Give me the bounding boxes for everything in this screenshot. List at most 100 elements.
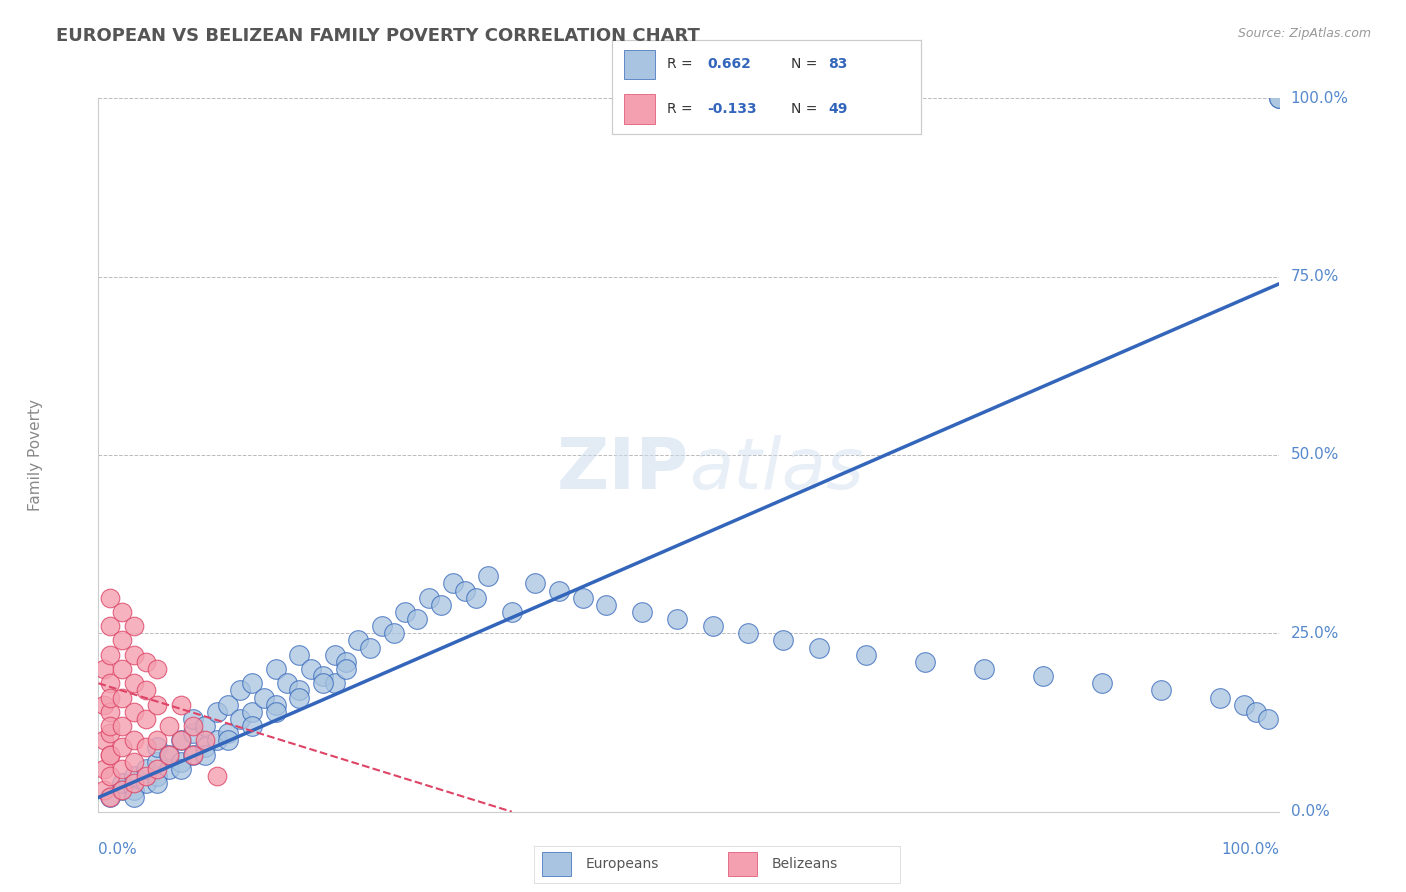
Point: [194, 740, 217, 755]
Point: [276, 676, 298, 690]
Point: [1233, 698, 1256, 712]
Point: [630, 605, 652, 619]
Point: [371, 619, 394, 633]
Point: [122, 676, 145, 690]
Point: [135, 769, 157, 783]
Point: [146, 698, 169, 712]
Point: [217, 698, 239, 712]
Point: [135, 776, 157, 790]
Text: 100.0%: 100.0%: [1291, 91, 1348, 105]
Point: [1209, 690, 1232, 705]
Text: 49: 49: [828, 103, 848, 117]
Point: [135, 655, 157, 669]
Point: [146, 769, 169, 783]
Point: [93, 698, 115, 712]
Point: [1244, 705, 1267, 719]
Point: [217, 733, 239, 747]
Point: [194, 747, 217, 762]
Point: [264, 698, 287, 712]
Point: [146, 662, 169, 676]
Point: [181, 719, 204, 733]
Text: 0.0%: 0.0%: [1291, 805, 1329, 819]
Point: [312, 676, 335, 690]
Point: [98, 719, 121, 733]
Point: [98, 705, 121, 719]
Point: [194, 733, 217, 747]
Point: [548, 583, 571, 598]
Text: Europeans: Europeans: [585, 857, 659, 871]
Point: [98, 769, 121, 783]
Point: [394, 605, 416, 619]
FancyBboxPatch shape: [728, 853, 758, 876]
Point: [772, 633, 794, 648]
Point: [335, 655, 357, 669]
Point: [122, 705, 145, 719]
Text: 83: 83: [828, 57, 848, 71]
Point: [122, 733, 145, 747]
Point: [666, 612, 689, 626]
Text: 75.0%: 75.0%: [1291, 269, 1339, 284]
Point: [264, 662, 287, 676]
Point: [122, 648, 145, 662]
Point: [98, 747, 121, 762]
Point: [93, 733, 115, 747]
Point: [323, 676, 346, 690]
Point: [335, 662, 357, 676]
Point: [441, 576, 464, 591]
Text: N =: N =: [792, 57, 821, 71]
Point: [98, 591, 121, 605]
Point: [181, 747, 204, 762]
Point: [98, 690, 121, 705]
Point: [111, 605, 134, 619]
Point: [146, 762, 169, 776]
Point: [855, 648, 877, 662]
Point: [1257, 712, 1279, 726]
Point: [217, 726, 239, 740]
Point: [135, 762, 157, 776]
Point: [146, 776, 169, 790]
Point: [157, 747, 180, 762]
Point: [595, 598, 617, 612]
Point: [240, 676, 263, 690]
Point: [229, 683, 252, 698]
Point: [93, 783, 115, 797]
Point: [111, 719, 134, 733]
Text: Source: ZipAtlas.com: Source: ZipAtlas.com: [1237, 27, 1371, 40]
Point: [288, 648, 311, 662]
Point: [170, 698, 193, 712]
Point: [135, 740, 157, 755]
Point: [111, 690, 134, 705]
Point: [205, 769, 228, 783]
Point: [205, 733, 228, 747]
Point: [1091, 676, 1114, 690]
Point: [98, 790, 121, 805]
Point: [122, 619, 145, 633]
Point: [807, 640, 830, 655]
Point: [571, 591, 593, 605]
Point: [122, 783, 145, 797]
Text: 100.0%: 100.0%: [1222, 842, 1279, 857]
Point: [146, 740, 169, 755]
Point: [465, 591, 488, 605]
Text: EUROPEAN VS BELIZEAN FAMILY POVERTY CORRELATION CHART: EUROPEAN VS BELIZEAN FAMILY POVERTY CORR…: [56, 27, 700, 45]
Point: [93, 662, 115, 676]
Point: [737, 626, 759, 640]
Point: [170, 733, 193, 747]
Text: 0.662: 0.662: [707, 57, 751, 71]
Point: [181, 712, 204, 726]
Point: [1268, 91, 1291, 105]
FancyBboxPatch shape: [624, 95, 655, 125]
Point: [122, 790, 145, 805]
Point: [1150, 683, 1173, 698]
FancyBboxPatch shape: [541, 853, 571, 876]
Point: [157, 762, 180, 776]
Point: [157, 719, 180, 733]
Point: [359, 640, 381, 655]
Point: [1032, 669, 1054, 683]
Point: [98, 648, 121, 662]
Point: [264, 705, 287, 719]
Point: [702, 619, 724, 633]
Point: [170, 733, 193, 747]
Point: [299, 662, 322, 676]
Point: [382, 626, 405, 640]
